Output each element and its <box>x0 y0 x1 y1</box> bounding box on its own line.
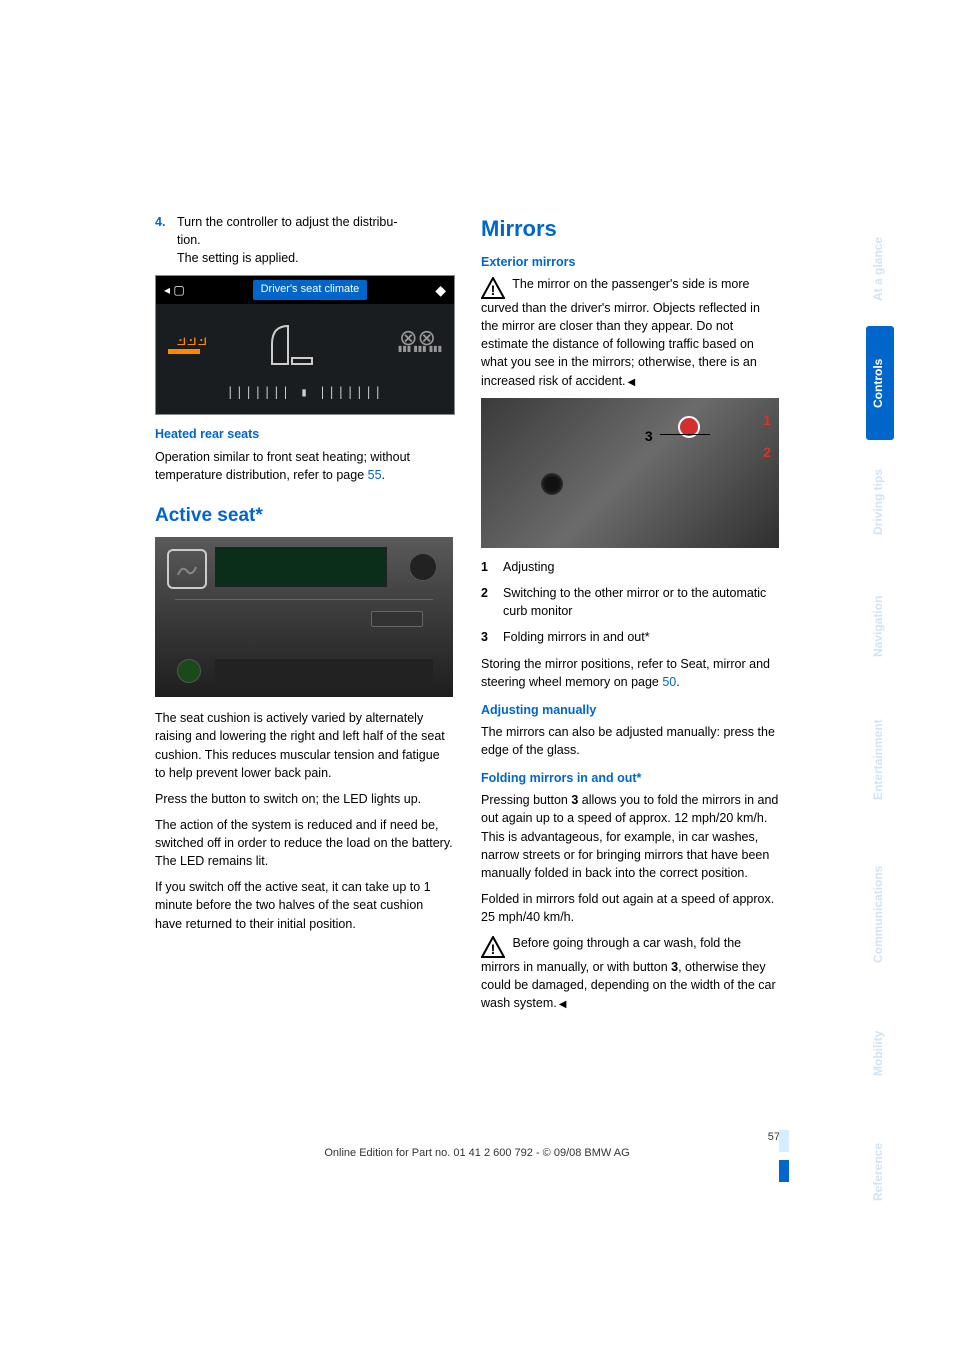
step-4-number: 4. <box>155 213 177 267</box>
tab-navigation[interactable]: Navigation <box>866 564 894 688</box>
climate-scale: ||||||| ▮ ||||||| <box>156 384 454 406</box>
folding-mirrors-heading: Folding mirrors in and out* <box>481 769 779 787</box>
mirror-controls-image: 3 1 2 <box>481 398 779 548</box>
mirror-list-1: 1 Adjusting <box>481 558 779 576</box>
section-tabs: At a glance Controls Driving tips Naviga… <box>866 212 894 1152</box>
step-4-text-2: tion. <box>177 233 201 247</box>
step-4: 4. Turn the controller to adjust the dis… <box>155 213 453 267</box>
warning-icon: ! <box>481 277 505 299</box>
active-seat-heading: Active seat* <box>155 502 453 530</box>
exterior-mirrors-warning: ! The mirror on the passenger's side is … <box>481 275 779 390</box>
active-seat-para-3: The action of the system is reduced and … <box>155 816 453 870</box>
page-link-55[interactable]: 55 <box>368 468 382 482</box>
storing-positions-text: Storing the mirror positions, refer to S… <box>481 655 779 691</box>
page-number: 57 <box>460 1130 780 1146</box>
page-edge-marker <box>779 1160 789 1182</box>
climate-title: Driver's seat climate <box>253 280 368 300</box>
tab-mobility[interactable]: Mobility <box>866 996 894 1110</box>
active-seat-button-icon <box>167 549 207 589</box>
step-4-text-1: Turn the controller to adjust the distri… <box>177 215 397 229</box>
mirrors-heading: Mirrors <box>481 213 779 245</box>
page-link-50[interactable]: 50 <box>662 675 676 689</box>
tab-reference[interactable]: Reference <box>866 1110 894 1234</box>
folding-mirrors-warning: ! Before going through a car wash, fold … <box>481 934 779 1013</box>
exterior-mirrors-heading: Exterior mirrors <box>481 253 779 271</box>
center-console-image <box>155 537 453 697</box>
footer-line: Online Edition for Part no. 01 41 2 600 … <box>0 1146 954 1162</box>
active-seat-para-2: Press the button to switch on; the LED l… <box>155 790 453 808</box>
heated-rear-seats-heading: Heated rear seats <box>155 425 453 443</box>
adjusting-manually-heading: Adjusting manually <box>481 701 779 719</box>
step-4-text-3: The setting is applied. <box>177 251 299 265</box>
warning-icon: ! <box>481 936 505 958</box>
folding-mirrors-para-1: Pressing button 3 allows you to fold the… <box>481 791 779 882</box>
mirror-list-2: 2 Switching to the other mirror or to th… <box>481 584 779 620</box>
folding-mirrors-para-2: Folded in mirrors fold out again at a sp… <box>481 890 779 926</box>
tab-at-a-glance[interactable]: At a glance <box>866 212 894 326</box>
tab-driving-tips[interactable]: Driving tips <box>866 440 894 564</box>
adjusting-manually-text: The mirrors can also be adjusted manuall… <box>481 723 779 759</box>
tab-entertainment[interactable]: Entertainment <box>866 688 894 832</box>
svg-text:!: ! <box>491 941 496 957</box>
mirror-list-3: 3 Folding mirrors in and out* <box>481 628 779 646</box>
page-edge-marker-light <box>779 1130 789 1152</box>
tab-controls[interactable]: Controls <box>866 326 894 440</box>
active-seat-para-4: If you switch off the active seat, it ca… <box>155 878 453 932</box>
active-seat-para-1: The seat cushion is actively varied by a… <box>155 709 453 782</box>
seat-climate-display-image: ◂ ▢ Driver's seat climate ◆ ⟓⟓⟓ ⊗⊗ ▮▮▮ ▮… <box>155 275 455 415</box>
seat-icon <box>264 314 316 377</box>
svg-text:!: ! <box>491 282 496 298</box>
heated-rear-seats-text: Operation similar to front seat heating;… <box>155 448 453 484</box>
tab-communications[interactable]: Communications <box>866 832 894 996</box>
